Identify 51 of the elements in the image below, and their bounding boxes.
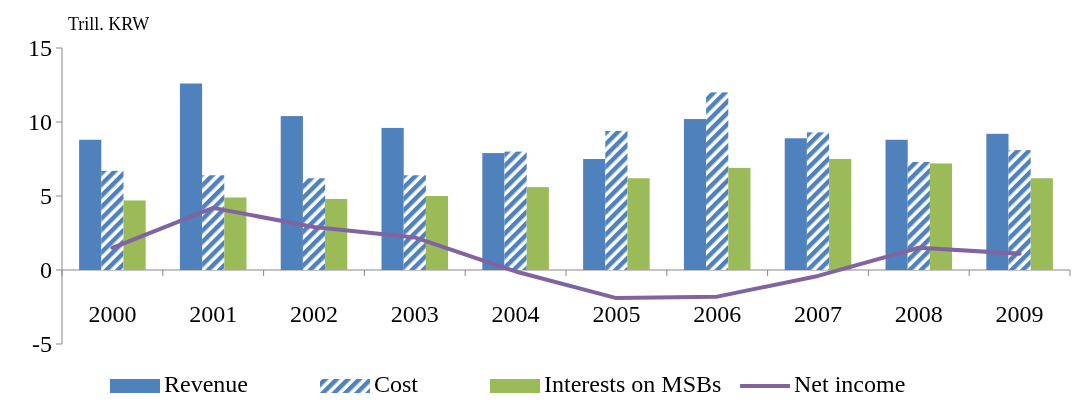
y-tick-label: 10 [28,109,52,136]
x-tick-label: 2003 [390,301,439,327]
bar [79,139,102,270]
x-tick-label: 2001 [189,301,238,327]
legend-label: Cost [374,371,419,397]
bar [683,119,707,270]
x-tick-label: 2000 [88,301,137,327]
bar [986,133,1009,270]
bar [605,130,628,270]
y-tick-label: -5 [32,331,52,358]
bar [526,187,549,270]
y-tick-label: 0 [40,257,52,284]
bar [627,178,650,270]
bar [806,132,830,270]
bar [179,83,203,270]
bar [403,175,426,270]
bar [706,92,729,270]
bar [280,116,303,270]
x-tick-label: 2006 [693,301,742,327]
x-tick-label: 2008 [894,301,943,327]
bar [123,200,146,270]
bar [583,159,606,270]
bar [1008,150,1031,270]
line-series [110,205,1022,301]
bar [224,197,247,270]
x-tick-label: 2005 [592,301,641,327]
bar [381,127,404,270]
bar [1030,178,1053,270]
bar [325,198,348,270]
bar [101,170,124,270]
bar [202,175,225,270]
bar [885,139,908,270]
y-axis-title: Trill. KRW [68,14,150,34]
bar [907,161,930,270]
bar [728,167,751,270]
bar [302,178,326,270]
x-tick-label: 2009 [995,301,1044,327]
bar [784,138,807,270]
y-tick-label: 15 [28,35,52,62]
bar [829,159,852,270]
legend-label: Interests on MSBs [544,371,722,397]
y-tick-label: 5 [40,183,52,210]
bar [929,163,953,270]
bar [504,151,527,270]
legend-label: Revenue [164,371,248,397]
bar [482,153,505,270]
x-tick-label: 2007 [794,301,842,327]
x-tick-label: 2004 [491,301,540,327]
legend-label: Net income [794,371,906,397]
x-tick-label: 2002 [290,301,338,327]
bar [425,196,449,270]
